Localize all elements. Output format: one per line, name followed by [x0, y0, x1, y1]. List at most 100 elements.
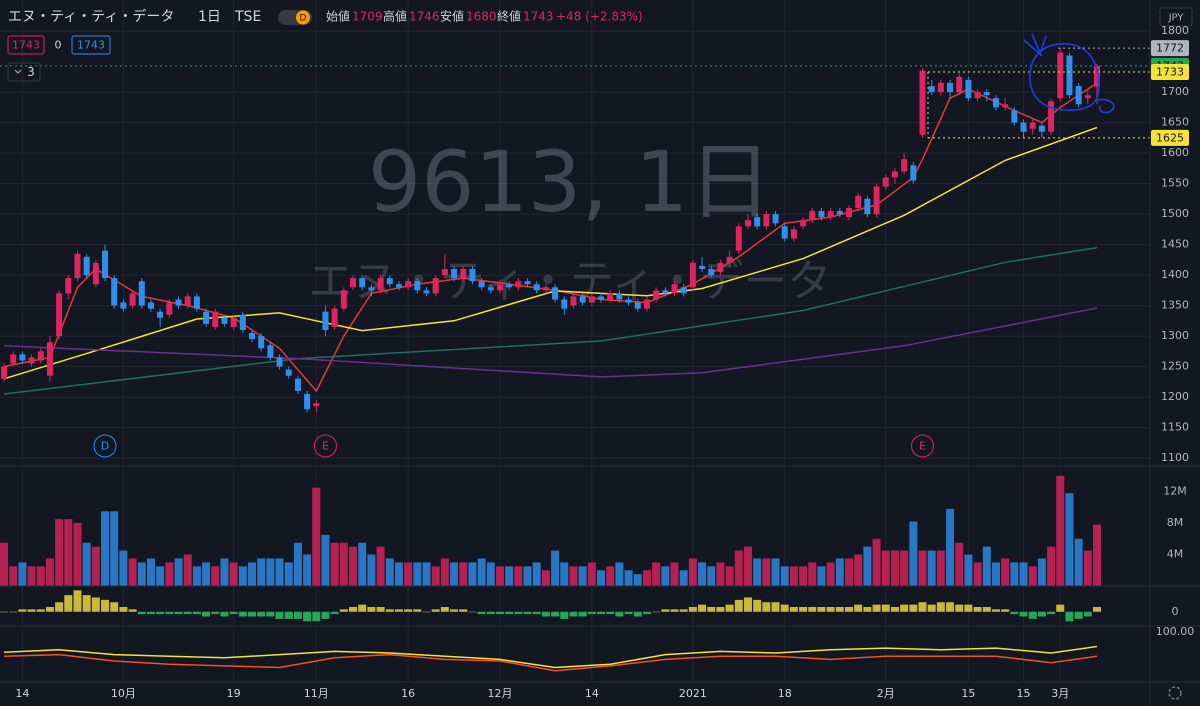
bar	[174, 611, 183, 615]
candle-body	[726, 256, 733, 263]
bar	[385, 558, 394, 586]
candle-body	[83, 256, 90, 276]
bar	[743, 597, 752, 612]
candle-body	[230, 317, 237, 327]
price-badge	[1151, 129, 1189, 146]
candle-body	[1020, 122, 1027, 132]
bar	[652, 562, 661, 586]
candle-body	[469, 268, 476, 282]
interval[interactable]: 1日	[198, 9, 221, 25]
bar	[909, 521, 918, 586]
bar	[973, 607, 982, 612]
x-tick-label: 15	[1017, 687, 1031, 700]
bar	[211, 566, 220, 586]
bar	[293, 611, 302, 619]
bar	[119, 550, 128, 586]
bar	[137, 562, 146, 586]
candle-body	[441, 268, 448, 276]
bar	[927, 550, 936, 586]
bar	[422, 611, 431, 613]
bar	[606, 566, 615, 586]
candle-body	[800, 220, 807, 227]
bar	[339, 609, 348, 612]
bar	[1056, 475, 1065, 586]
bar	[146, 558, 155, 586]
candle-body	[184, 296, 191, 306]
bar	[743, 546, 752, 586]
bar	[615, 611, 624, 617]
bar	[1065, 611, 1074, 622]
close-label: 終値	[497, 9, 521, 24]
candle-body	[395, 284, 402, 288]
candle-body	[855, 195, 862, 208]
candle-body	[313, 403, 320, 407]
candle-body	[744, 220, 751, 227]
collapse-button[interactable]	[7, 62, 41, 82]
event-label: E	[919, 440, 926, 453]
currency-box[interactable]	[1159, 7, 1193, 27]
candle-body	[818, 211, 825, 218]
x-tick-label: 11月	[304, 687, 329, 700]
x-tick-label: 14	[15, 687, 29, 700]
y-tick-label: 1550	[1161, 177, 1189, 190]
candle-body	[836, 211, 843, 215]
bar	[358, 604, 367, 612]
candle-body	[598, 296, 605, 300]
settings-icon[interactable]	[1168, 686, 1182, 700]
bar	[266, 558, 275, 586]
bar	[854, 604, 863, 612]
candle-body	[588, 296, 595, 303]
bar	[110, 511, 119, 586]
bar	[394, 609, 403, 612]
bar	[505, 611, 514, 615]
bar	[1074, 611, 1083, 619]
bar	[468, 562, 477, 586]
candle-body	[515, 281, 522, 288]
bar	[293, 542, 302, 586]
candle-body	[1011, 110, 1018, 123]
y-tick-label: 12M	[1163, 485, 1187, 498]
bar	[532, 562, 541, 586]
bar	[1001, 558, 1010, 586]
bar	[1056, 604, 1065, 612]
candle-body	[1048, 101, 1055, 132]
bar	[854, 554, 863, 586]
price-badge	[1151, 40, 1189, 57]
event-marker	[93, 434, 117, 458]
bar	[18, 562, 27, 586]
bar	[275, 611, 284, 619]
bar	[890, 607, 899, 612]
bar	[955, 604, 964, 612]
candle-body	[37, 351, 44, 361]
candle-body	[781, 226, 788, 239]
candle-body	[506, 284, 513, 288]
bar	[597, 570, 606, 586]
bar	[688, 607, 697, 612]
x-tick-label: 12月	[487, 687, 512, 700]
x-tick-label: 15	[961, 687, 975, 700]
candle-body	[248, 333, 255, 340]
bar	[707, 566, 716, 586]
candle-body	[772, 214, 779, 224]
bar	[780, 566, 789, 586]
bar	[927, 604, 936, 612]
bar	[495, 611, 504, 615]
bar	[734, 550, 743, 586]
candle-body	[992, 98, 999, 108]
bar	[385, 609, 394, 612]
candle-body	[763, 214, 770, 227]
bar	[1001, 609, 1010, 612]
candle-body	[634, 302, 641, 309]
close-value: 1743	[523, 10, 554, 24]
bar	[339, 542, 348, 586]
bar	[642, 611, 651, 615]
bar	[459, 562, 468, 586]
chevron	[14, 69, 22, 74]
candle-body	[432, 278, 439, 294]
candle-body	[405, 281, 412, 288]
bar	[486, 562, 495, 586]
candle-body	[864, 198, 871, 215]
bar	[257, 558, 266, 586]
moving-average	[3, 126, 1098, 380]
value-box	[71, 35, 111, 55]
